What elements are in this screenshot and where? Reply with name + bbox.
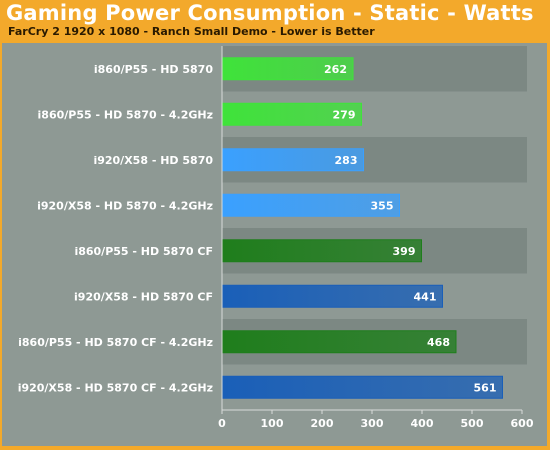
category-label: i920/X58 - HD 5870 [93, 154, 213, 167]
x-tick-label: 100 [261, 417, 284, 430]
category-label: i860/P55 - HD 5870 - 4.2GHz [38, 108, 213, 121]
chart-title: Gaming Power Consumption - Static - Watt… [6, 1, 534, 25]
value-label: 279 [333, 108, 356, 121]
x-tick-label: 400 [411, 417, 434, 430]
category-label: i920/X58 - HD 5870 - 4.2GHz [37, 199, 213, 212]
chart-subtitle: FarCry 2 1920 x 1080 - Ranch Small Demo … [8, 25, 375, 38]
value-label: 441 [414, 290, 437, 303]
value-label: 468 [427, 336, 450, 349]
category-label: i860/P55 - HD 5870 CF - 4.2GHz [18, 336, 213, 349]
value-label: 399 [393, 245, 416, 258]
category-label: i920/X58 - HD 5870 CF [74, 290, 213, 303]
bar [221, 284, 443, 308]
x-tick-label: 300 [361, 417, 384, 430]
value-label: 262 [324, 63, 347, 76]
value-label: 283 [335, 154, 358, 167]
value-label: 355 [371, 199, 394, 212]
category-label: i860/P55 - HD 5870 CF [74, 245, 213, 258]
category-label: i920/X58 - HD 5870 CF - 4.2GHz [18, 381, 213, 394]
x-tick-label: 600 [511, 417, 534, 430]
value-label: 561 [474, 381, 497, 394]
bar [221, 330, 457, 354]
x-tick-label: 0 [218, 417, 226, 430]
category-label: i860/P55 - HD 5870 [94, 63, 213, 76]
x-tick-label: 500 [461, 417, 484, 430]
x-tick-label: 200 [311, 417, 334, 430]
bar [221, 375, 503, 399]
